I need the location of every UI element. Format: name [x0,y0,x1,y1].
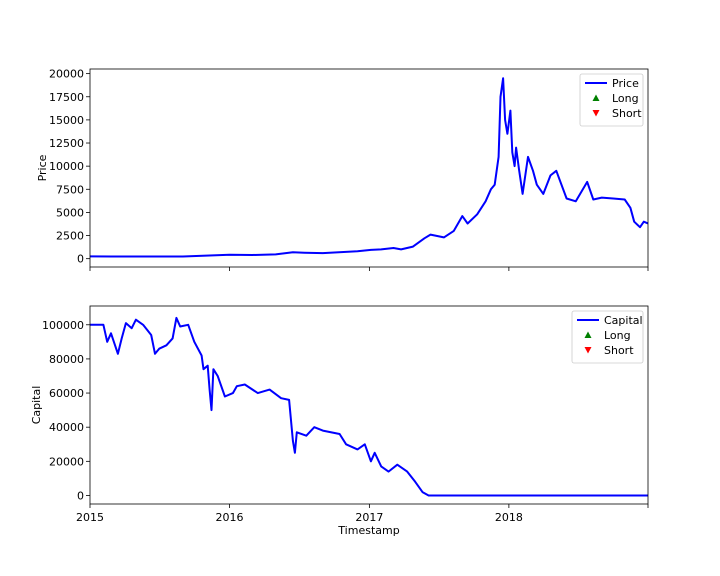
price-legend-label-long: Long [612,92,639,105]
price-series-line [90,77,648,258]
price-y-tick-label: 0 [77,253,84,266]
price-legend-long-triangle-up-icon [592,94,600,101]
capital-y-tick-label: 20000 [49,455,84,468]
price-y-axis-label: Price [36,154,49,181]
capital-y-tick-label: 100000 [42,319,84,332]
price-axis-ticks: 0 2500 5000 7500 10000 12500 15000 17500 20000 [49,68,649,271]
capital-series-layer [90,316,648,497]
price-y-tick-label: 12500 [49,137,84,150]
price-legend-label-price: Price [612,77,639,90]
capital-legend: Capital Long Short [571,310,644,364]
price-legend-short-triangle-down-icon [592,110,600,117]
capital-axis-ticks: 0 20000 40000 60000 80000 100000 2015 2016 2017 2… [42,319,649,524]
capital-axes-frame [89,305,649,505]
capital-series-line [90,316,648,497]
price-legend: Price Long Short [579,73,644,127]
price-panel: 0 2500 5000 7500 10000 12500 15000 17500 20000 P… [36,68,649,271]
capital-legend-label-capital: Capital [604,314,643,327]
price-y-tick-label: 2500 [56,230,84,243]
price-legend-label-short: Short [612,107,642,120]
price-y-tick-label: 17500 [49,91,84,104]
capital-x-tick-label: 2015 [76,511,104,524]
capital-x-tick-label: 2016 [216,511,244,524]
capital-y-tick-label: 60000 [49,387,84,400]
capital-panel: 0 20000 40000 60000 80000 100000 2015 2016 2017 2… [30,305,649,537]
capital-legend-short-triangle-down-icon [584,347,592,354]
capital-x-tick-label: 2018 [495,511,523,524]
price-y-tick-label: 5000 [56,206,84,219]
price-y-tick-label: 7500 [56,183,84,196]
capital-legend-long-triangle-up-icon [584,331,592,338]
capital-legend-label-long: Long [604,329,631,342]
price-series-layer [90,77,648,258]
price-y-tick-label: 20000 [49,68,84,81]
price-axes-frame [89,68,649,268]
capital-x-tick-label: 2017 [355,511,383,524]
capital-y-tick-label: 0 [77,489,84,502]
capital-y-tick-label: 40000 [49,421,84,434]
price-y-tick-label: 15000 [49,114,84,127]
capital-y-tick-label: 80000 [49,353,84,366]
capital-x-axis-label: Timestamp [337,524,399,537]
capital-legend-label-short: Short [604,344,634,357]
capital-y-axis-label: Capital [30,386,43,425]
price-y-tick-label: 10000 [49,160,84,173]
